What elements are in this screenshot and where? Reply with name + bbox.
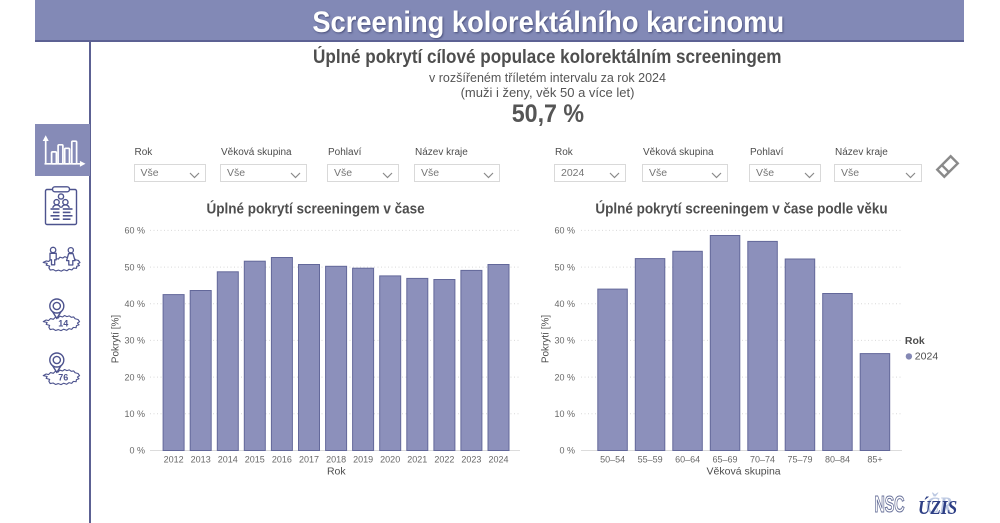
svg-text:20 %: 20 % bbox=[554, 372, 575, 382]
svg-text:Rok: Rok bbox=[905, 335, 925, 347]
svg-text:Věková skupina: Věková skupina bbox=[707, 466, 781, 478]
svg-text:2019: 2019 bbox=[353, 455, 373, 465]
svg-text:55–59: 55–59 bbox=[638, 455, 663, 465]
svg-text:ČR: ČR bbox=[926, 493, 952, 519]
svg-text:Úplné pokrytí screeningem v ča: Úplné pokrytí screeningem v čase podle v… bbox=[595, 199, 887, 218]
svg-text:40 %: 40 % bbox=[124, 299, 145, 309]
svg-text:14: 14 bbox=[58, 319, 68, 329]
svg-text:2021: 2021 bbox=[407, 455, 427, 465]
svg-text:2012: 2012 bbox=[164, 455, 184, 465]
svg-text:NSC: NSC bbox=[875, 493, 905, 518]
svg-text:0 %: 0 % bbox=[559, 446, 575, 456]
svg-text:2022: 2022 bbox=[434, 455, 454, 465]
svg-text:30 %: 30 % bbox=[554, 336, 575, 346]
svg-text:2017: 2017 bbox=[299, 455, 319, 465]
svg-text:10 %: 10 % bbox=[554, 409, 575, 419]
svg-text:20 %: 20 % bbox=[124, 372, 145, 382]
svg-text:60 %: 60 % bbox=[554, 226, 575, 236]
svg-text:2013: 2013 bbox=[191, 455, 211, 465]
svg-text:Pokrytí [%]: Pokrytí [%] bbox=[110, 315, 121, 364]
svg-text:75–79: 75–79 bbox=[787, 455, 812, 465]
svg-text:2015: 2015 bbox=[245, 455, 265, 465]
svg-text:Úplné pokrytí screeningem v ča: Úplné pokrytí screeningem v čase bbox=[207, 199, 425, 218]
svg-text:50 %: 50 % bbox=[554, 262, 575, 272]
svg-text:30 %: 30 % bbox=[124, 336, 145, 346]
svg-text:70–74: 70–74 bbox=[750, 455, 775, 465]
svg-text:50 %: 50 % bbox=[124, 262, 145, 272]
svg-text:2018: 2018 bbox=[326, 455, 346, 465]
svg-text:60–64: 60–64 bbox=[675, 455, 700, 465]
svg-text:65–69: 65–69 bbox=[712, 455, 737, 465]
svg-text:2024: 2024 bbox=[915, 351, 939, 363]
svg-text:2024: 2024 bbox=[488, 455, 508, 465]
svg-text:Rok: Rok bbox=[327, 466, 346, 478]
svg-text:80–84: 80–84 bbox=[825, 455, 850, 465]
svg-text:2016: 2016 bbox=[272, 455, 292, 465]
svg-text:2023: 2023 bbox=[461, 455, 481, 465]
svg-text:60 %: 60 % bbox=[124, 226, 145, 236]
svg-text:85+: 85+ bbox=[867, 455, 882, 465]
svg-text:2014: 2014 bbox=[218, 455, 238, 465]
svg-text:10 %: 10 % bbox=[124, 409, 145, 419]
svg-text:40 %: 40 % bbox=[554, 299, 575, 309]
svg-text:2020: 2020 bbox=[380, 455, 400, 465]
svg-text:Pokrytí [%]: Pokrytí [%] bbox=[540, 315, 551, 364]
svg-text:50–54: 50–54 bbox=[600, 455, 625, 465]
svg-text:0 %: 0 % bbox=[129, 446, 145, 456]
svg-text:76: 76 bbox=[58, 373, 68, 383]
svg-text:ÚZIS: ÚZIS bbox=[918, 496, 957, 520]
